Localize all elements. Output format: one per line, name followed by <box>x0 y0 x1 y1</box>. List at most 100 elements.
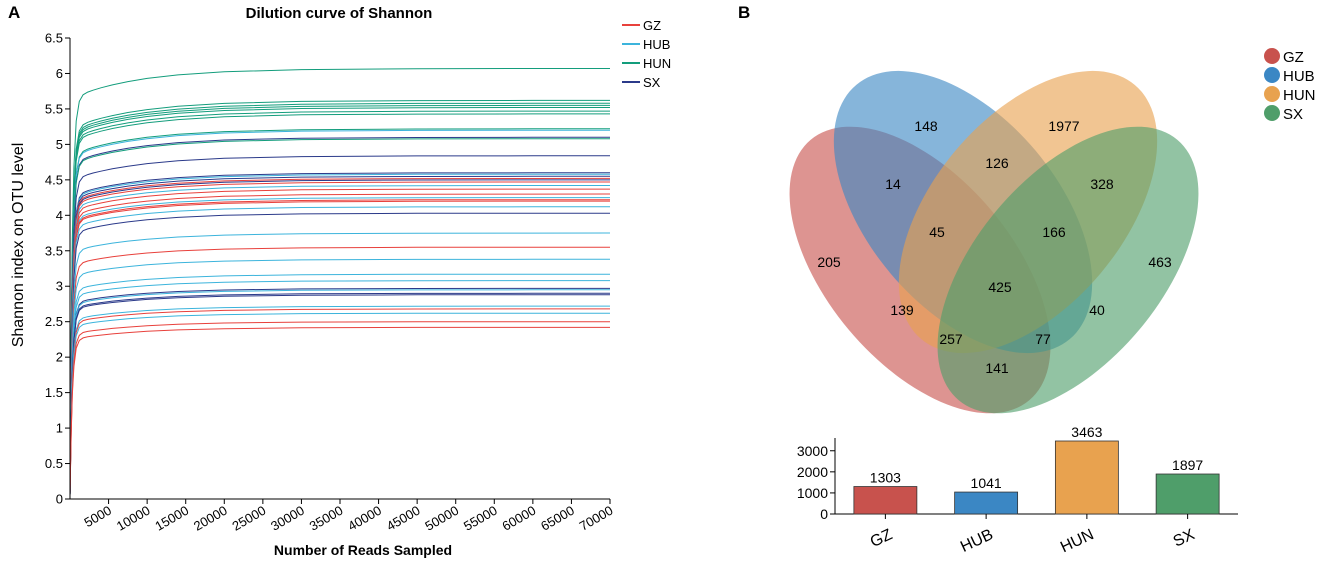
rarefaction-curve-hub <box>69 289 610 496</box>
rarefaction-curve-sx <box>69 287 610 496</box>
rarefaction-curve-hub <box>69 197 610 496</box>
venn-count-hub-hun-sx: 166 <box>1042 224 1066 240</box>
venn-count-gz-hub-sx: 77 <box>1035 331 1051 347</box>
venn-legend-label-gz: GZ <box>1283 49 1304 66</box>
rarefaction-y-tick-label: 5.5 <box>45 101 63 116</box>
rarefaction-curve-sx <box>69 136 610 496</box>
set-size-bar-chart: 0 1000 2000 3000 1303 GZ 1041 HUB 3463 HUN 1897 SX <box>797 424 1238 556</box>
rarefaction-x-ticks: 5000 10000 15000 20000 25000 30000 35000 40000 4… <box>82 499 616 534</box>
venn-count-hub: 148 <box>914 118 938 134</box>
venn-count-hub-sx: 40 <box>1089 302 1105 318</box>
rarefaction-curve-gz <box>69 326 610 496</box>
rarefaction-curves <box>69 68 611 496</box>
venn-diagram <box>789 70 1199 414</box>
rarefaction-curve-gz <box>69 308 610 496</box>
rarefaction-y-tick-label: 2 <box>56 350 63 365</box>
rarefaction-curve-gz <box>69 321 610 496</box>
bar-value-label-gz: 1303 <box>870 470 901 486</box>
panel-a-label: A <box>8 3 20 22</box>
bar-value-label-sx: 1897 <box>1172 457 1203 473</box>
rarefaction-y-label: Shannon index on OTU level <box>10 143 27 348</box>
rarefaction-curve-sx <box>69 179 610 496</box>
rarefaction-curve-gz <box>69 200 610 496</box>
legend-label-sx: SX <box>643 75 661 90</box>
rarefaction-x-tick-label: 40000 <box>345 503 384 534</box>
rarefaction-x-tick-label: 30000 <box>268 503 307 534</box>
rarefaction-y-tick-label: 5 <box>56 137 63 152</box>
rarefaction-y-tick-label: 3.5 <box>45 243 63 258</box>
rarefaction-y-tick-label: 2.5 <box>45 314 63 329</box>
rarefaction-x-tick-label: 10000 <box>114 503 153 534</box>
bar-category-label-gz: GZ <box>868 526 896 551</box>
rarefaction-legend: GZ HUB HUN SX <box>622 18 671 90</box>
venn-legend-dot-sx <box>1264 105 1280 121</box>
rarefaction-x-tick-label: 70000 <box>577 503 616 534</box>
bar-y-tick-label: 3000 <box>797 443 828 459</box>
rarefaction-curve-sx <box>69 175 610 496</box>
venn-count-hub-hun: 126 <box>985 155 1009 171</box>
bar-hub <box>954 491 1019 515</box>
rarefaction-x-tick-label: 55000 <box>461 503 500 534</box>
rarefaction-y-tick-label: 4 <box>56 208 63 223</box>
bar-category-label-hub: HUB <box>958 526 996 556</box>
rarefaction-y-ticks: 0 0.5 1 1.5 2 2.5 3 3.5 4 4.5 5 5.5 6 6.5 <box>45 31 70 507</box>
rarefaction-curve-hub <box>69 232 611 496</box>
venn-count-gz-hub-hun-sx: 425 <box>988 279 1012 295</box>
rarefaction-curve-gz <box>69 188 610 496</box>
rarefaction-curve-hun <box>69 113 610 496</box>
rarefaction-y-tick-label: 3 <box>56 279 63 294</box>
legend-label-hun: HUN <box>643 56 671 71</box>
rarefaction-curve-hun <box>69 110 610 496</box>
rarefaction-curve-gz <box>69 246 610 496</box>
rarefaction-x-tick-label: 60000 <box>500 503 539 534</box>
venn-count-gz: 205 <box>817 254 841 270</box>
legend-label-gz: GZ <box>643 18 661 33</box>
rarefaction-x-label: Number of Reads Sampled <box>274 542 452 558</box>
venn-count-gz-sx: 141 <box>985 360 1009 376</box>
panel-b-label: B <box>738 3 750 22</box>
venn-legend-label-hun: HUN <box>1283 87 1316 104</box>
rarefaction-x-tick-label: 50000 <box>422 503 461 534</box>
bar-y-tick-label: 1000 <box>797 485 828 501</box>
rarefaction-curve-gz <box>69 181 610 496</box>
rarefaction-curve-gz <box>69 199 610 496</box>
rarefaction-curve-hub <box>69 273 610 496</box>
rarefaction-y-tick-label: 0.5 <box>45 456 63 471</box>
venn-count-sx: 463 <box>1148 254 1172 270</box>
rarefaction-curve-gz <box>69 177 611 496</box>
rarefaction-y-tick-label: 6 <box>56 66 63 81</box>
venn-region-labels: 148 1977 126 14 328 45 166 205 463 425 139 40 257 77 1… <box>817 118 1172 376</box>
venn-legend-dot-hub <box>1264 67 1280 83</box>
rarefaction-x-tick-label: 20000 <box>191 503 230 534</box>
bar-y-tick-label: 0 <box>820 506 828 522</box>
rarefaction-curve-sx <box>69 212 610 496</box>
bar-sx <box>1155 473 1220 515</box>
venn-count-gz-hun-sx: 257 <box>939 331 963 347</box>
venn-legend: GZ HUB HUN SX <box>1264 48 1316 123</box>
rarefaction-curve-sx <box>69 294 611 496</box>
rarefaction-curve-hun <box>69 107 610 496</box>
rarefaction-curve-sx <box>69 292 610 496</box>
rarefaction-curve-hun <box>69 104 610 496</box>
bar-category-label-hun: HUN <box>1058 526 1097 556</box>
rarefaction-axes <box>69 38 610 500</box>
venn-count-gz-hun: 139 <box>890 302 914 318</box>
venn-count-gz-hub-hun: 45 <box>929 224 945 240</box>
venn-legend-label-sx: SX <box>1283 106 1303 123</box>
rarefaction-x-tick-label: 35000 <box>307 503 346 534</box>
rarefaction-x-tick-label: 25000 <box>230 503 269 534</box>
bar-hun <box>1054 440 1119 515</box>
rarefaction-x-tick-label: 15000 <box>152 503 191 534</box>
bar-gz <box>853 486 918 515</box>
rarefaction-x-tick-label: 5000 <box>82 503 115 530</box>
rarefaction-curve-hub <box>69 305 610 496</box>
rarefaction-curve-hub <box>69 206 610 496</box>
rarefaction-curve-hun <box>69 68 610 496</box>
rarefaction-x-tick-label: 65000 <box>538 503 577 534</box>
venn-count-hun: 1977 <box>1048 118 1079 134</box>
rarefaction-curve-hub <box>69 173 610 496</box>
bar-value-label-hun: 3463 <box>1071 424 1102 440</box>
rarefaction-title: Dilution curve of Shannon <box>246 5 433 22</box>
rarefaction-curve-hub <box>69 185 610 496</box>
